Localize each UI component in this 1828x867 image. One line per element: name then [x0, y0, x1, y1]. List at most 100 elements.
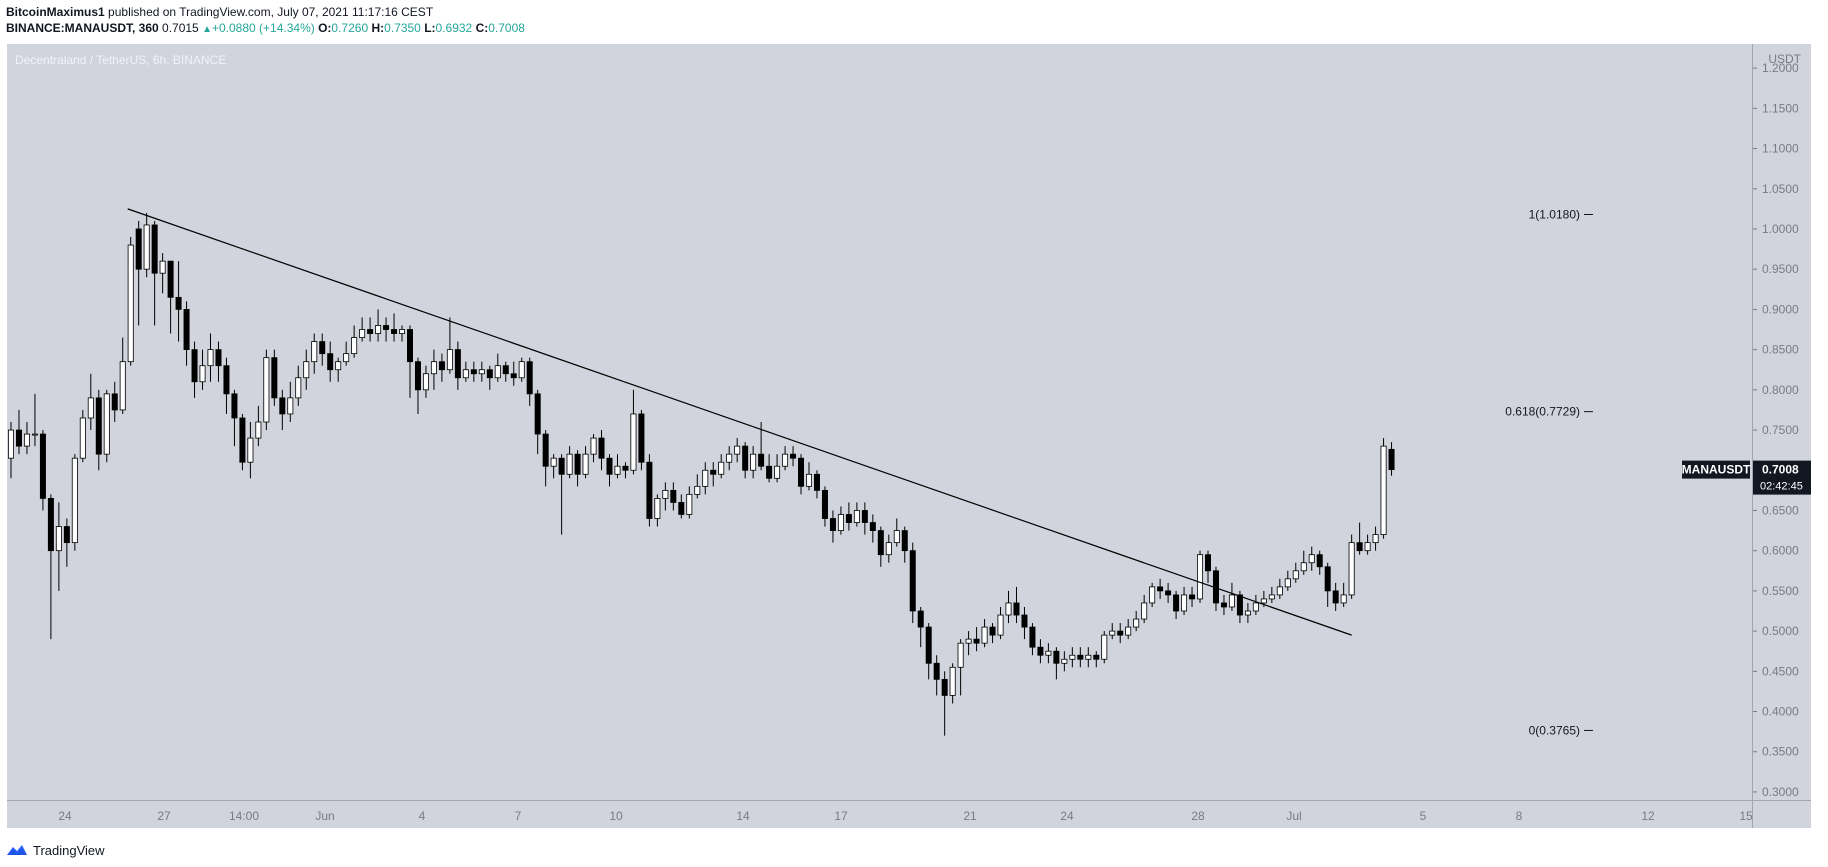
candle-body: [502, 365, 509, 375]
candle-body: [694, 485, 701, 495]
candle-body: [399, 329, 406, 334]
x-tick-label: 8: [1516, 809, 1523, 823]
candle-body: [23, 433, 30, 447]
candle-body: [893, 530, 900, 544]
candle-body: [1181, 594, 1188, 612]
candle-body: [526, 361, 533, 395]
candle-body: [462, 369, 469, 379]
candle-body: [247, 437, 254, 463]
candle-body: [837, 514, 844, 531]
candle-body: [135, 228, 142, 270]
candle-body: [343, 353, 350, 363]
candle-body: [1149, 586, 1156, 604]
y-tick-label: 0.8000: [1762, 383, 1799, 397]
candle-body: [726, 453, 733, 463]
candle-body: [295, 377, 302, 399]
candle-body: [151, 224, 158, 274]
candle-body: [925, 626, 932, 664]
candle-body: [558, 457, 565, 475]
candle-body: [1021, 614, 1028, 628]
candle-body: [542, 433, 549, 467]
candle-body: [622, 465, 629, 471]
descending-trendline[interactable]: [127, 208, 1352, 636]
candle-body: [949, 666, 956, 696]
ohlc-line: BINANCE:MANAUSDT, 360 0.7015 ▲+0.0880 (+…: [6, 20, 525, 38]
candle-body: [1093, 654, 1100, 660]
candle-body: [287, 397, 294, 415]
candle-body: [478, 369, 485, 375]
plot-area[interactable]: [7, 44, 1752, 828]
y-tick-label: 0.4000: [1762, 705, 1799, 719]
candle-body: [1388, 448, 1395, 471]
price-axis[interactable]: [1753, 44, 1811, 828]
x-tick-label: 12: [1641, 809, 1655, 823]
candle-body: [375, 325, 382, 334]
price-tag-value-box: [1753, 460, 1811, 495]
candle-body: [63, 526, 70, 544]
time-axis[interactable]: [7, 801, 1752, 828]
last-price-tag: MANAUSDT 0.7008 02:42:45: [1682, 460, 1811, 495]
up-triangle-icon: ▲: [202, 24, 212, 35]
candle-body: [829, 518, 836, 531]
y-tick-label: 0.8500: [1762, 343, 1799, 357]
ohlc-low-label: L:: [424, 21, 436, 35]
currency-label: USDT: [1768, 52, 1801, 66]
candle-body: [774, 465, 781, 479]
candle-body: [406, 329, 413, 363]
candle-body: [199, 365, 206, 383]
x-tick-label: 28: [1191, 809, 1205, 823]
candles-group: [7, 212, 1395, 736]
candle-body: [239, 417, 246, 463]
candle-body: [55, 526, 62, 552]
candle-body: [1364, 542, 1371, 552]
x-tick-label: 24: [58, 809, 72, 823]
x-tick-label: 21: [963, 809, 977, 823]
candle-body: [175, 296, 182, 310]
y-tick-label: 1.2000: [1762, 61, 1799, 75]
candle-body: [566, 453, 573, 475]
candle-body: [111, 393, 118, 411]
candle-body: [885, 542, 892, 556]
x-axis-ticks: 24 27 14:00 Jun 4 7 10 14 17 21 24 28 Jul 5 8 12 15: [58, 809, 1753, 823]
candle-body: [853, 510, 860, 523]
y-tick-label: 0.6500: [1762, 503, 1799, 517]
candle-body: [1125, 626, 1132, 636]
chart-title: Decentraland / TetherUS, 6h, BINANCE: [15, 53, 226, 67]
candle-body: [590, 437, 597, 455]
candle-body: [582, 453, 589, 475]
chart-header: BitcoinMaximus1 published on TradingView…: [6, 4, 525, 38]
price-tag-value: 0.7008: [1762, 463, 1799, 477]
candle-body: [845, 514, 852, 523]
x-tick-label: Jun: [315, 809, 334, 823]
candle-body: [207, 349, 214, 367]
ohlc-close-label: C:: [475, 21, 489, 35]
candle-body: [95, 397, 102, 455]
candle-body: [1053, 650, 1060, 664]
candle-body: [71, 457, 78, 544]
price-tag-symbol: MANAUSDT: [1682, 463, 1751, 477]
fib-level-label: 0.618(0.7729): [1505, 405, 1580, 419]
candle-body: [1380, 445, 1387, 535]
candle-body: [1340, 594, 1347, 604]
candle-body: [1260, 598, 1267, 604]
candle-body: [422, 373, 429, 391]
candle-body: [1205, 554, 1212, 572]
candle-body: [438, 361, 445, 371]
candle-body: [1173, 594, 1180, 612]
candle-body: [686, 493, 693, 515]
author-name[interactable]: BitcoinMaximus1: [6, 5, 105, 19]
candle-body: [327, 353, 334, 371]
candle-body: [901, 530, 908, 552]
y-tick-label: 0.5000: [1762, 624, 1799, 638]
candle-body: [654, 498, 661, 519]
candle-body: [614, 465, 621, 475]
candle-body: [311, 341, 318, 363]
candle-body: [606, 457, 613, 475]
tradingview-footer[interactable]: TradingView: [6, 839, 105, 861]
candle-body: [359, 329, 366, 338]
candle-body: [598, 437, 605, 459]
candle-body: [734, 445, 741, 455]
candle-body: [414, 361, 421, 391]
x-tick-label: 14:00: [229, 809, 259, 823]
